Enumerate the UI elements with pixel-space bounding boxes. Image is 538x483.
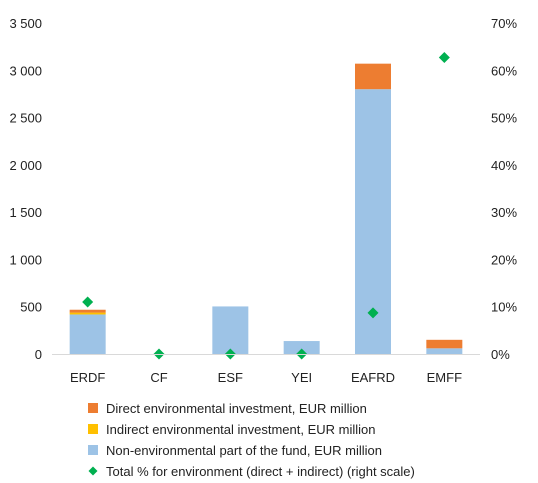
y-left-tick-label: 1 500 [9,205,42,220]
bar-segment [426,348,463,354]
y-right-tick-label: 60% [491,63,517,78]
y-right-tick-label: 0% [491,347,510,362]
y-right-tick-label: 30% [491,205,517,220]
bar-segment [355,63,391,90]
bar-segment [426,339,463,349]
x-category-label: CF [150,370,167,385]
y-right-tick-label: 10% [491,300,517,315]
x-category-label: ERDF [70,370,105,385]
y-left-tick-label: 2 000 [9,158,42,173]
y-left-tick-label: 1 000 [9,252,42,267]
legend-marker [88,466,98,476]
x-category-label: EMFF [427,370,462,385]
y-right-tick-label: 50% [491,111,517,126]
bar-segment [283,341,320,354]
legend-label: Total % for environment (direct + indire… [106,464,415,479]
y-left-tick-label: 0 [35,347,42,362]
y-right-tick-label: 70% [491,16,517,31]
legend-label: Direct environmental investment, EUR mil… [106,401,367,416]
percent-marker [82,296,94,308]
x-category-label: EAFRD [351,370,395,385]
bar-segment [69,309,106,313]
legend-swatch [88,445,98,455]
percent-marker [367,307,379,319]
bar-segment [212,306,249,354]
legend-swatch [88,424,98,434]
y-left-tick-label: 3 500 [9,16,42,31]
y-right-tick-label: 40% [491,158,517,173]
bar-segment [69,314,106,354]
x-category-label: ESF [218,370,243,385]
legend-swatch [88,403,98,413]
plot-area [69,52,463,360]
bar-segment [69,312,106,315]
y-right-tick-label: 20% [491,252,517,267]
legend-label: Non-environmental part of the fund, EUR … [106,443,382,458]
legend-label: Indirect environmental investment, EUR m… [106,422,376,437]
x-category-label: YEI [291,370,312,385]
y-left-tick-label: 3 000 [9,63,42,78]
y-left-tick-label: 500 [20,300,42,315]
percent-marker [438,52,450,64]
y-left-tick-label: 2 500 [9,111,42,126]
axes: 0 500 1 000 1 500 2 000 2 500 3 000 3 500 0% 10% 2… [9,16,517,385]
legend: Direct environmental investment, EUR mil… [88,401,415,479]
